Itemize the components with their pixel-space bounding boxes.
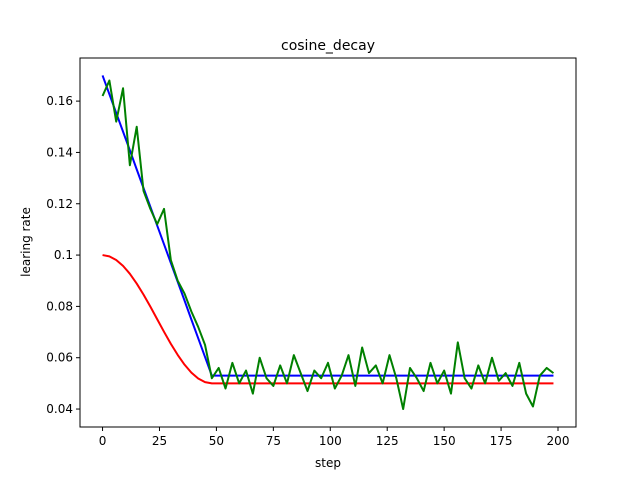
y-tick-label: 0.06 [46, 351, 73, 365]
series-line [102, 254, 554, 385]
y-tick-label: 0.1 [54, 248, 73, 262]
series-line [101, 79, 555, 411]
y-axis-label: learing rate [19, 207, 33, 277]
plot-frame [79, 57, 577, 428]
y-tick-label: 0.12 [46, 197, 73, 211]
x-tick-label: 25 [152, 434, 167, 448]
x-tick-label: 75 [266, 434, 281, 448]
y-tick-label: 0.14 [46, 145, 73, 159]
chart-title: cosine_decay [281, 38, 375, 54]
y-tick-label: 0.08 [46, 299, 73, 313]
x-tick-label: 100 [319, 434, 342, 448]
x-tick-label: 125 [376, 434, 399, 448]
y-tick-label: 0.16 [46, 94, 73, 108]
x-tick-label: 150 [433, 434, 456, 448]
x-axis-label: step [315, 456, 341, 470]
x-tick-label: 50 [209, 434, 224, 448]
x-tick-label: 200 [547, 434, 570, 448]
y-tick-label: 0.04 [46, 402, 73, 416]
x-tick-label: 175 [490, 434, 513, 448]
x-tick-label: 0 [99, 434, 107, 448]
